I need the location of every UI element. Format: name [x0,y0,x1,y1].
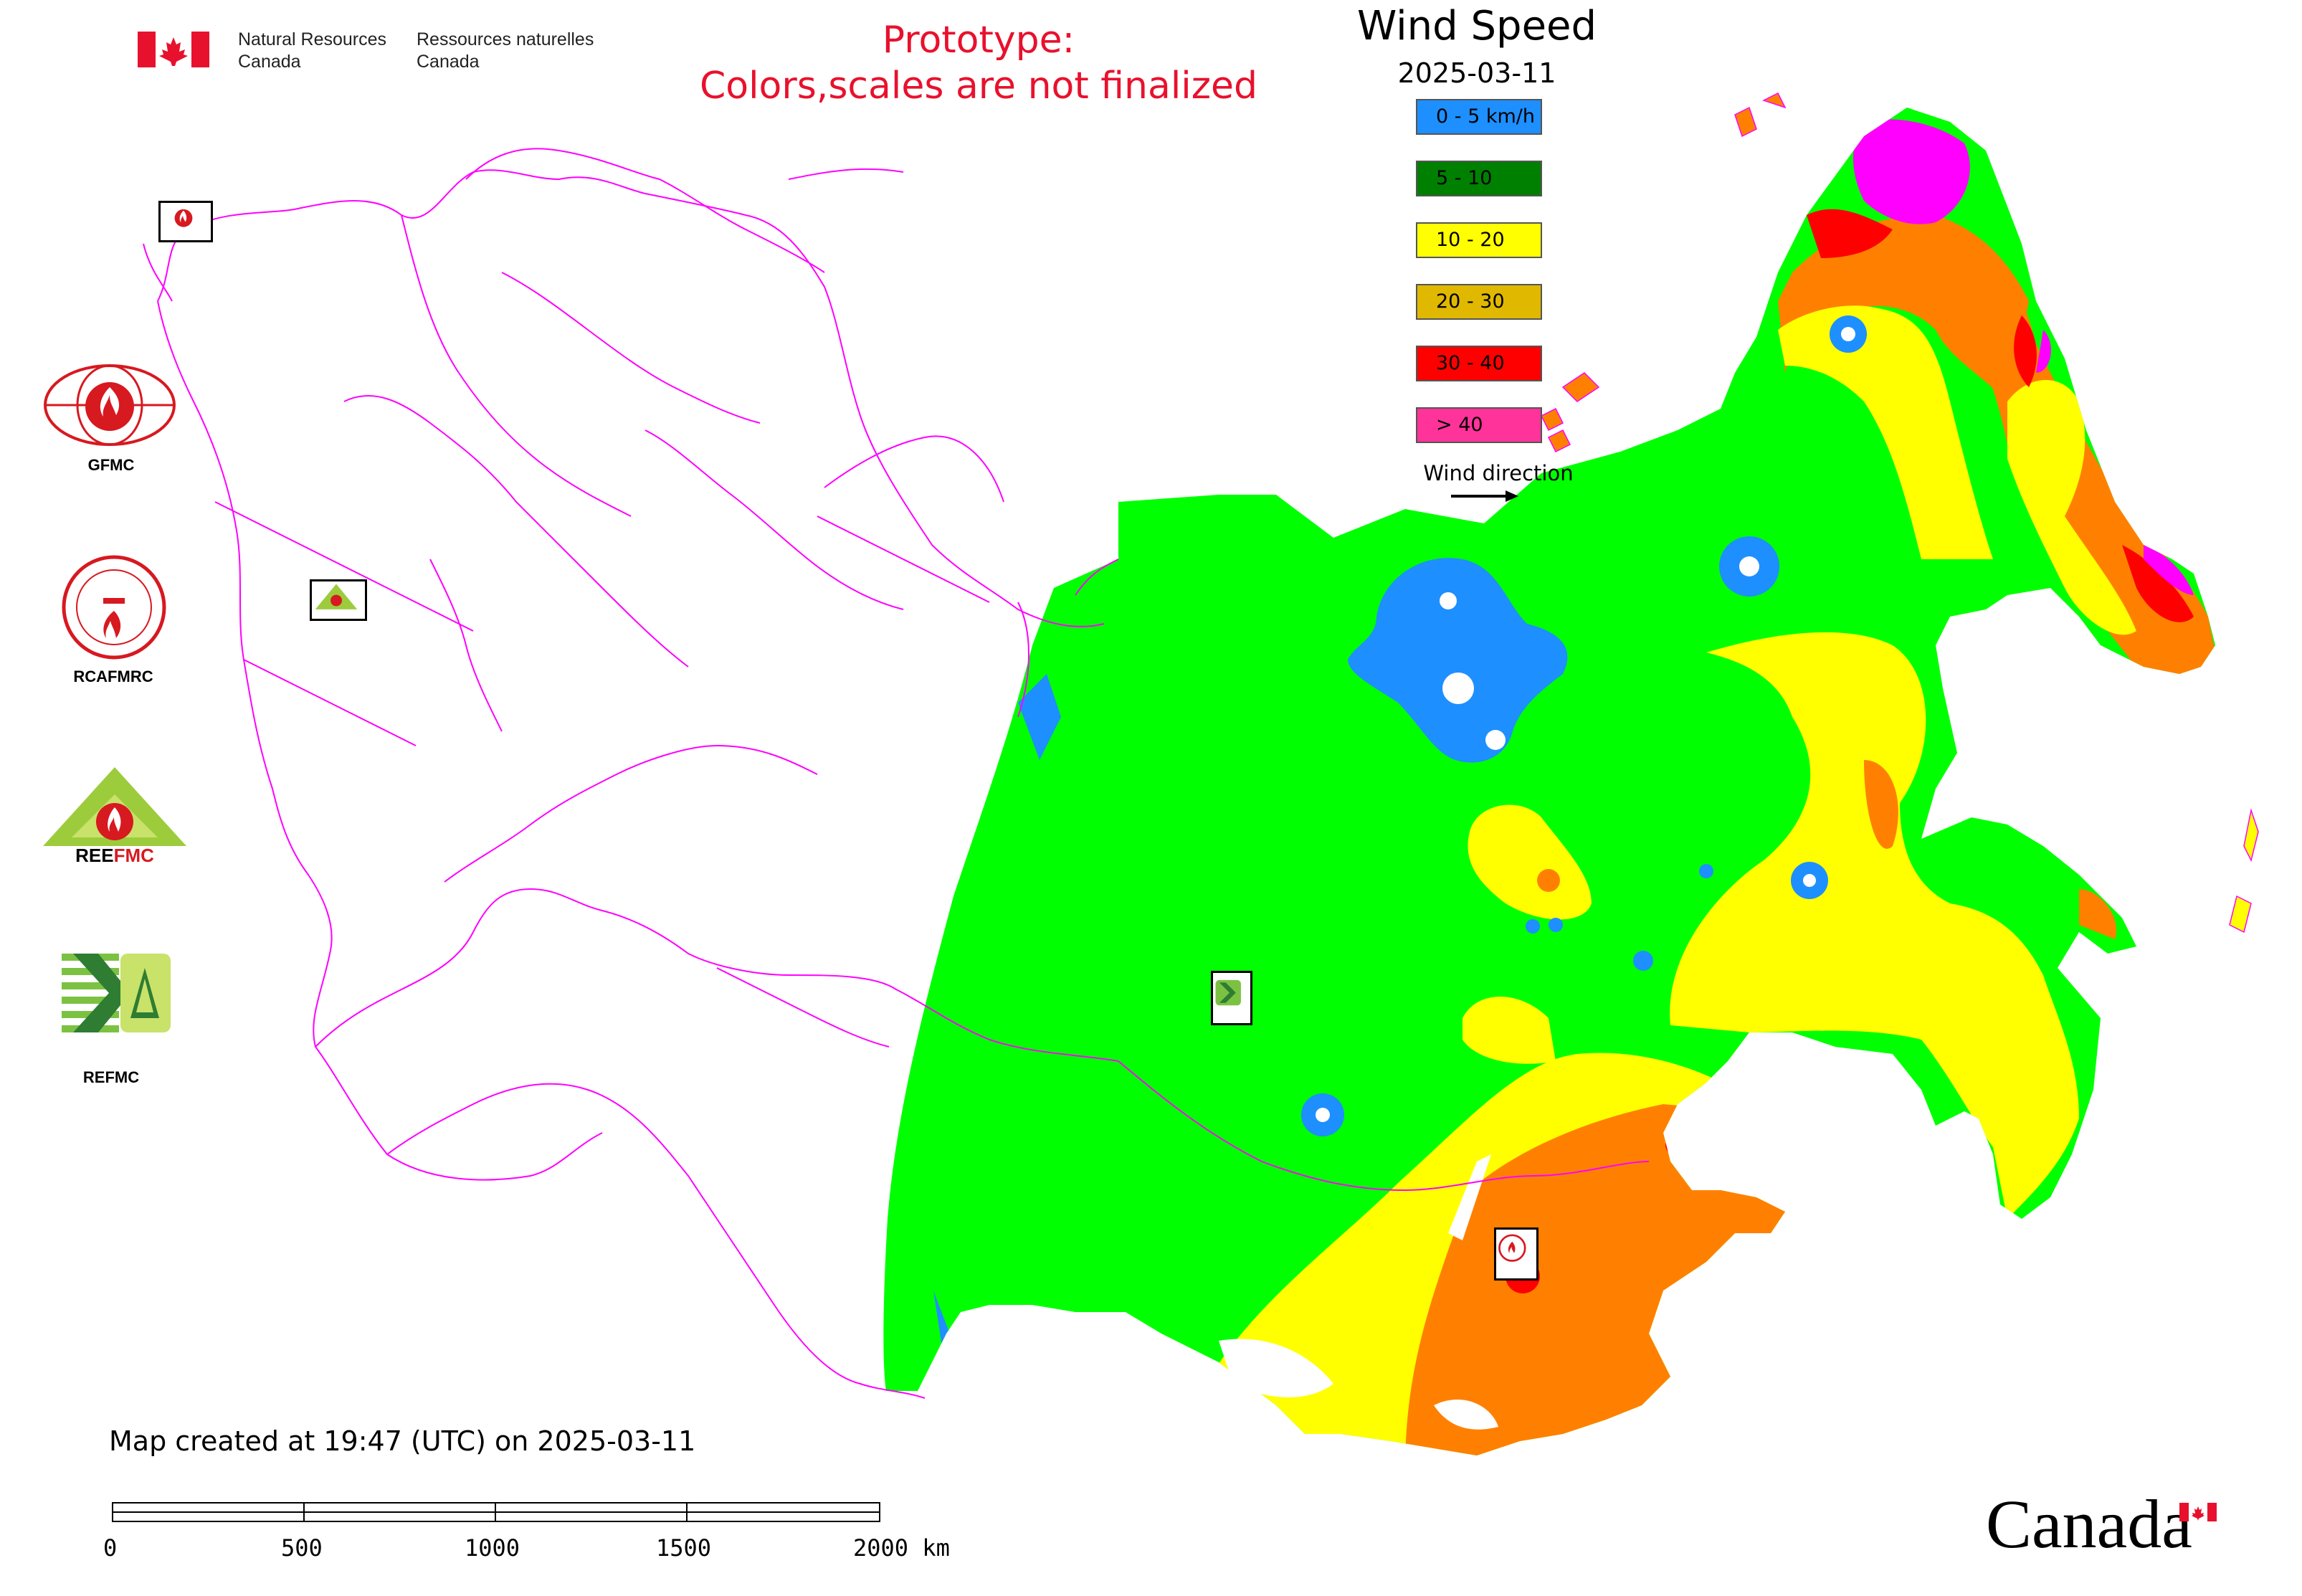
reefmc-logo-icon: REEFMC [39,766,190,866]
legend-label: 5 - 10 [1436,167,1493,189]
org-label-gfmc: GFMC [87,456,135,474]
prototype-line1: Prototype: [882,19,1075,62]
scale-label-2000: 2000 km [853,1534,950,1562]
dept-name-fr: Ressources naturelles Canada [417,29,594,72]
legend-item-30-40: 30 - 40 [1416,346,1542,381]
scale-label-0: 0 [103,1534,118,1562]
org-label-rcafmrc: RCAFMRC [73,668,153,685]
legend-label: > 40 [1436,414,1483,436]
map-marker-rcafmrc-icon [1494,1227,1538,1281]
map-marker-refmc-icon [1211,971,1252,1025]
legend-item-0-5: 0 - 5 km/h [1416,99,1542,135]
wind-direction-label: Wind direction [1423,461,1574,485]
map-marker-gfmc-icon [158,201,213,242]
zone-10-20-blob [1468,804,1592,920]
wind-field [883,108,2215,1455]
zone-over-40-north [1853,119,1970,224]
wordmark-flag-icon [2179,1503,2217,1521]
legend-item-over-40: > 40 [1416,407,1542,443]
legend-label: 0 - 5 km/h [1436,105,1535,128]
lakes [1219,1154,1498,1430]
map-title: Wind Speed [1356,3,1597,49]
scale-label-1000: 1000 [465,1534,520,1562]
dept-name-en: Natural Resources Canada [238,29,387,72]
refmc-logo-icon [59,946,173,1040]
legend-item-20-30: 20 - 30 [1416,284,1542,320]
map-created-timestamp: Map created at 19:47 (UTC) on 2025-03-11 [109,1425,696,1457]
zone-10-20-north [1778,305,1993,559]
canada-wordmark: Canada [1986,1486,2192,1562]
zone-30-40-north [1807,209,1893,258]
org-label-refmc: REFMC [82,1068,140,1086]
prototype-notice: Prototype: Colors,scales are not finaliz… [645,17,1312,109]
legend-item-5-10: 5 - 10 [1416,161,1542,196]
legend-label: 20 - 30 [1436,290,1505,313]
legend-label: 30 - 40 [1436,352,1505,374]
canada-flag-icon [138,32,209,67]
zone-0-5-north [1348,558,1568,763]
legend-label: 10 - 20 [1436,229,1505,251]
rcafmrc-logo-icon [60,554,168,661]
gfmc-logo-icon [42,362,178,448]
scale-bar [112,1502,880,1524]
scale-label-500: 500 [281,1534,323,1562]
prototype-line2: Colors,scales are not finalized [699,65,1258,108]
wind-direction-arrow-icon [1448,488,1520,505]
map-date: 2025-03-11 [1397,57,1556,89]
svg-text:REEFMC: REEFMC [75,845,154,866]
scale-label-1500: 1500 [656,1534,712,1562]
legend-item-10-20: 10 - 20 [1416,222,1542,258]
map-marker-reefmc-icon [310,579,367,621]
boundaries [143,148,1650,1399]
